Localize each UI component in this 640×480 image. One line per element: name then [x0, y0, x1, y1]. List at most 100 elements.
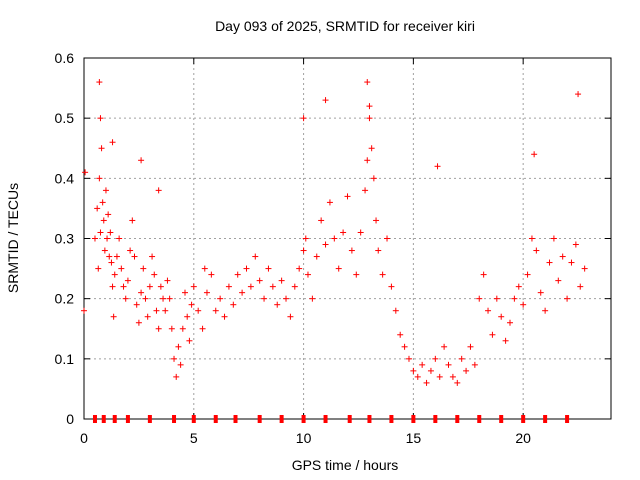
data-point [502, 337, 509, 344]
bottom-marker [257, 415, 262, 423]
bottom-marker [301, 415, 306, 423]
data-point [331, 235, 338, 242]
bottom-marker [543, 415, 548, 423]
data-point [131, 253, 138, 260]
bottom-marker [112, 415, 117, 423]
data-point [572, 241, 579, 248]
data-point [184, 313, 191, 320]
data-point [107, 229, 114, 236]
data-point [366, 115, 373, 122]
data-point [528, 235, 535, 242]
data-point [283, 295, 290, 302]
data-point [449, 373, 456, 380]
data-point [434, 163, 441, 170]
data-point [186, 337, 193, 344]
data-point [458, 355, 465, 362]
data-point [274, 301, 281, 308]
data-point [212, 307, 219, 314]
data-point [441, 343, 448, 350]
data-point [489, 331, 496, 338]
data-point [108, 259, 115, 266]
y-tick-label: 0.5 [55, 110, 75, 126]
data-point [318, 217, 325, 224]
data-point [410, 367, 417, 374]
data-point [304, 271, 311, 278]
data-point [493, 295, 500, 302]
bottom-marker [411, 415, 416, 423]
y-tick-label: 0.6 [55, 50, 75, 66]
data-point [467, 343, 474, 350]
data-point [559, 253, 566, 260]
data-point [366, 103, 373, 110]
data-point [423, 379, 430, 386]
data-point [96, 175, 103, 182]
data-point [133, 301, 140, 308]
y-tick-label: 0.1 [55, 351, 75, 367]
bottom-marker [455, 415, 460, 423]
data-point [577, 283, 584, 290]
bottom-markers [92, 415, 570, 423]
data-point [368, 145, 375, 152]
data-point [243, 265, 250, 272]
data-point [261, 295, 268, 302]
data-point [252, 253, 259, 260]
bottom-marker [565, 415, 570, 423]
data-point [162, 307, 169, 314]
data-point [160, 295, 167, 302]
data-point [208, 271, 215, 278]
data-point [98, 145, 105, 152]
x-tick-label: 0 [80, 430, 88, 446]
data-point [392, 307, 399, 314]
x-tick-label: 20 [515, 430, 531, 446]
data-point [427, 367, 434, 374]
data-point [546, 259, 553, 266]
data-point [575, 91, 582, 98]
bottom-marker [347, 415, 352, 423]
data-point [531, 151, 538, 158]
data-point [542, 307, 549, 314]
data-point [247, 283, 254, 290]
data-point [322, 97, 329, 104]
data-point [256, 277, 263, 284]
x-tick-label: 10 [296, 430, 312, 446]
data-point [95, 265, 102, 272]
data-point [177, 361, 184, 368]
data-point [106, 253, 113, 260]
data-point [515, 283, 522, 290]
data-point [91, 235, 98, 242]
data-point [419, 361, 426, 368]
bottom-marker [147, 415, 152, 423]
data-point [362, 187, 369, 194]
data-point [309, 295, 316, 302]
data-point [302, 235, 309, 242]
data-point [102, 187, 109, 194]
data-point [116, 235, 123, 242]
data-point [471, 361, 478, 368]
data-point [364, 79, 371, 86]
data-point [230, 301, 237, 308]
data-point [388, 283, 395, 290]
x-axis-label: GPS time / hours [292, 457, 399, 473]
data-point [564, 295, 571, 302]
y-tick-label: 0.3 [55, 231, 75, 247]
data-point [153, 307, 160, 314]
bottom-marker [521, 415, 526, 423]
bottom-marker [191, 415, 196, 423]
data-point [291, 283, 298, 290]
data-point [109, 283, 116, 290]
bottom-marker [125, 415, 130, 423]
data-point [405, 355, 412, 362]
data-point [375, 247, 382, 254]
data-point [414, 373, 421, 380]
data-point [326, 199, 333, 206]
data-point [129, 217, 136, 224]
data-point [335, 265, 342, 272]
data-point [296, 265, 303, 272]
data-point [82, 169, 89, 176]
data-point [111, 271, 118, 278]
data-point [104, 235, 111, 242]
data-point [109, 139, 116, 146]
bottom-marker [279, 415, 284, 423]
data-point [199, 325, 206, 332]
